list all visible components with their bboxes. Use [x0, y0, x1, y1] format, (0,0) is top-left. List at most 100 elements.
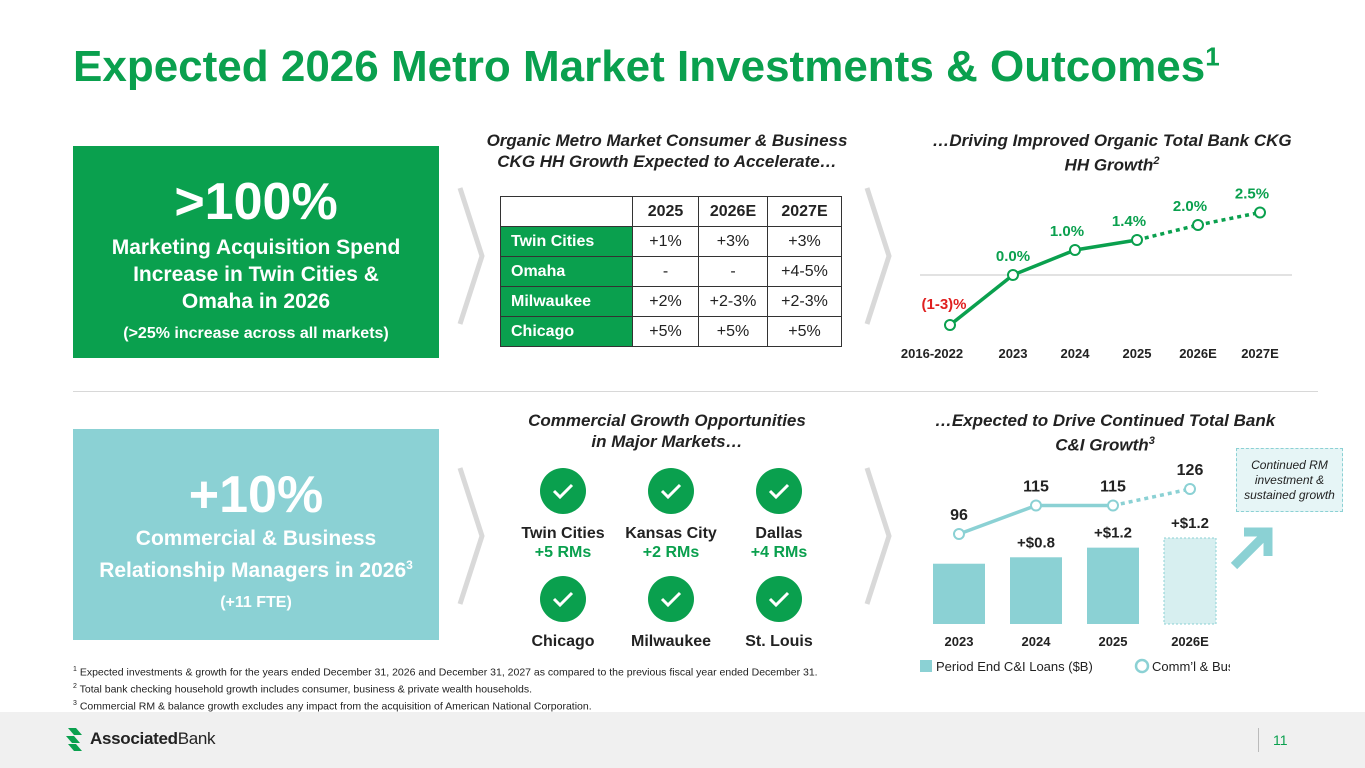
market-name: Chicago: [531, 633, 595, 650]
ci-chart-heading-line-1: …Expected to Drive Continued Total Bank: [934, 411, 1276, 430]
marketing-spend-desc-1: Marketing Acquisition Spend: [111, 236, 401, 259]
marketing-spend-value: >100%: [174, 173, 338, 231]
table-header-empty: [500, 196, 633, 227]
table-cell: -: [632, 256, 699, 287]
ckg-line-segment: [1074, 238, 1138, 252]
market-name: St. Louis: [745, 633, 813, 650]
market-name: Milwaukee: [630, 633, 712, 650]
ckg-x-tick-label: 2026E: [1179, 346, 1217, 361]
ckg-x-tick-label: 2024: [1061, 346, 1091, 361]
ci-rm-line-segment: [1112, 487, 1191, 508]
market-st-louis: St. Louis: [719, 576, 839, 651]
ci-rm-point: [953, 528, 965, 540]
chevron-right-icon: [457, 187, 485, 325]
ci-x-tick-label: 2023: [945, 634, 974, 649]
table-cell: +2-3%: [698, 286, 768, 317]
ckg-point: [944, 319, 956, 331]
ci-rm-line-segment: [958, 503, 1037, 536]
legend-bar-swatch: [920, 660, 932, 672]
table-cell: +5%: [767, 316, 842, 347]
table-heading-line-2: CKG HH Growth Expected to Accelerate…: [497, 152, 837, 171]
ckg-point: [1007, 269, 1019, 281]
ckg-chart-heading-line-1: …Driving Improved Organic Total Bank CKG: [932, 131, 1292, 150]
marketing-spend-box: >100% Marketing Acquisition Spend Increa…: [73, 146, 439, 358]
legend-line-swatch: [1134, 658, 1150, 674]
legend-label-loans: Period End C&I Loans ($B): [936, 659, 1093, 674]
ci-loan-label: +$0.8: [1017, 534, 1055, 551]
checkmark-icon: [756, 468, 802, 514]
footnote-2: 2 Total bank checking household growth i…: [73, 683, 532, 696]
chevron-right-icon: [864, 187, 892, 325]
market-name: Dallas: [755, 525, 803, 542]
ci-loan-label: +$1.2: [1094, 525, 1132, 542]
ci-loan-label: +$1.2: [1171, 515, 1209, 532]
ckg-data-label: 2.5%: [1235, 186, 1269, 203]
ckg-point: [1069, 244, 1081, 256]
table-cell: +5%: [632, 316, 699, 347]
checkmark-icon: [540, 468, 586, 514]
market-kansas-city: Kansas City +2 RMs: [611, 468, 731, 562]
table-cell: +2-3%: [767, 286, 842, 317]
ckg-line-segment: [1012, 248, 1076, 277]
chevron-right-icon: [864, 467, 892, 605]
marketing-spend-sub: (>25% increase across all markets): [123, 325, 389, 342]
chevron-right-icon: [457, 467, 485, 605]
ci-loan-bar: [1010, 557, 1062, 624]
ci-growth-chart: +$0.8 +$1.2 +$1.2 96 115 115 126 2023 2024 2025 20…: [920, 462, 1230, 674]
page-title: Expected 2026 Metro Market Investments &…: [73, 41, 1220, 91]
table-cell: +3%: [698, 226, 768, 257]
ci-rm-point: [1184, 483, 1196, 495]
ckg-line-segment: [948, 273, 1015, 327]
metro-growth-table: 2025 2026E 2027E Twin Cities +1% +3% +3%…: [500, 196, 842, 347]
ci-x-tick-label: 2026E: [1171, 634, 1209, 649]
rm-investment-callout: Continued RM investment & sustained grow…: [1236, 448, 1343, 512]
table-cell: +2%: [632, 286, 699, 317]
ckg-point: [1131, 234, 1143, 246]
table-row: Omaha - - +4-5%: [500, 256, 842, 287]
ci-loan-bar: [1087, 547, 1139, 624]
ci-rm-label: 126: [1177, 462, 1204, 479]
table-header: 2027E: [767, 196, 842, 227]
table-row-city: Milwaukee: [500, 286, 633, 317]
marketing-spend-desc-2: Increase in Twin Cities &: [133, 263, 379, 286]
ckg-growth-chart: (1-3)% 2016-2022 0.0% 2023 1.0% 2024 1.4% 2025 2…: [901, 186, 1292, 361]
ci-x-tick-label: 2024: [1022, 634, 1052, 649]
rm-growth-value: +10%: [188, 466, 324, 524]
table-row-city: Twin Cities: [500, 226, 633, 257]
market-milwaukee: Milwaukee: [611, 576, 731, 651]
table-header: 2026E: [698, 196, 768, 227]
callout-line-2: investment &: [1254, 473, 1325, 487]
table-row: Chicago +5% +5% +5%: [500, 316, 842, 347]
ckg-line-segment: [1197, 210, 1261, 227]
arrow-up-right-icon: [1230, 527, 1273, 570]
table-cell: +3%: [767, 226, 842, 257]
marketing-spend-desc-3: Omaha in 2026: [181, 290, 331, 313]
callout-line-3: sustained growth: [1244, 488, 1335, 502]
rm-growth-desc-1: Commercial & Business: [135, 527, 377, 550]
legend-label-rms: Comm’l & Business RMs: [1152, 659, 1230, 674]
markets-heading: Commercial Growth Opportunities in Major…: [462, 410, 872, 452]
checkmark-icon: [648, 576, 694, 622]
ckg-data-label: (1-3)%: [921, 296, 966, 313]
ci-chart-heading: …Expected to Drive Continued Total Bank …: [900, 410, 1310, 456]
section-divider: [73, 391, 1318, 392]
table-row-city: Chicago: [500, 316, 633, 347]
footer-bar: [0, 712, 1365, 768]
footnotes: 1 Expected investments & growth for the …: [73, 663, 818, 714]
ci-rm-label: 115: [1023, 479, 1049, 496]
page-number: 11: [1258, 728, 1288, 752]
ci-rm-point: [1030, 499, 1042, 512]
ckg-x-tick-label: 2016-2022: [901, 346, 963, 361]
rm-growth-desc-2: Relationship Managers in 20263: [99, 558, 413, 582]
footnote-1: 1 Expected investments & growth for the …: [73, 666, 818, 679]
table-header: 2025: [632, 196, 699, 227]
market-rms: +4 RMs: [750, 544, 808, 561]
callout-line-1: Continued RM: [1251, 458, 1328, 472]
ci-rm-label: 96: [950, 507, 968, 524]
ckg-x-tick-label: 2025: [1123, 346, 1152, 361]
ci-loan-bar: [1163, 537, 1217, 625]
market-dallas: Dallas +4 RMs: [719, 468, 839, 562]
table-cell: +1%: [632, 226, 699, 257]
ckg-chart-heading-line-2: HH Growth2: [1064, 155, 1160, 175]
market-name: Kansas City: [625, 525, 717, 542]
